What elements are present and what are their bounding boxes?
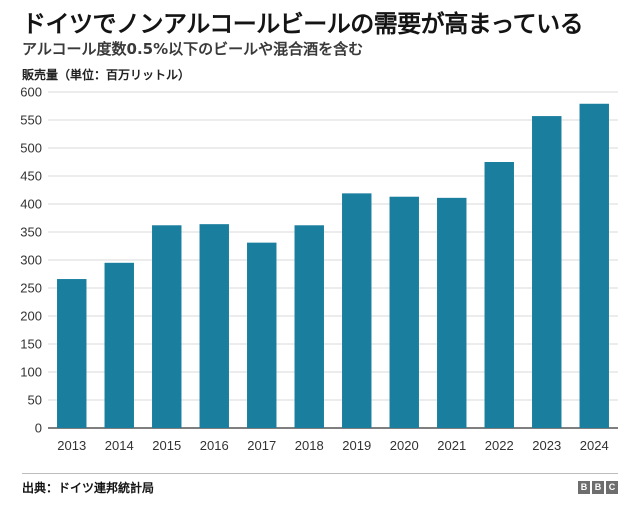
y-tick-label: 550 (20, 113, 42, 128)
x-tick-label: 2017 (247, 438, 276, 453)
x-tick-label: 2021 (437, 438, 466, 453)
bar-2013 (57, 279, 87, 428)
bar-2021 (437, 197, 467, 428)
bar-2015 (152, 225, 182, 428)
bar-layer (57, 103, 609, 428)
bar-2017 (247, 242, 277, 428)
x-tick-label: 2013 (57, 438, 86, 453)
y-tick-label: 500 (20, 141, 42, 156)
source-note: 出典：ドイツ連邦統計局 (22, 481, 155, 495)
bar-2016 (199, 224, 229, 428)
bar-2023 (532, 116, 562, 428)
footer-divider (22, 473, 618, 474)
x-tick-label: 2019 (342, 438, 371, 453)
y-tick-label: 300 (20, 253, 42, 268)
bar-2024 (579, 103, 609, 428)
x-tick-label: 2024 (580, 438, 609, 453)
x-tick-label: 2022 (485, 438, 514, 453)
x-tick-label: 2023 (532, 438, 561, 453)
x-tick-label: 2015 (152, 438, 181, 453)
bar-2022 (484, 162, 514, 428)
x-tick-label: 2014 (105, 438, 134, 453)
x-tick-label: 2018 (295, 438, 324, 453)
grid-layer (48, 91, 618, 429)
x-tick-label: 2016 (200, 438, 229, 453)
y-tick-label: 200 (20, 309, 42, 324)
y-tick-label: 600 (20, 85, 42, 100)
bbc-logo-block: C (606, 481, 618, 494)
y-tick-label: 400 (20, 197, 42, 212)
x-tick-labels: 2013 2014 2015 2016 2017 2018 2019 2020 2021 2022… (57, 438, 608, 453)
bbc-logo: B B C (578, 481, 618, 494)
y-tick-label: 150 (20, 337, 42, 352)
y-tick-label: 0 (35, 421, 42, 436)
chart-title: ドイツでノンアルコールビールの需要が高まっている (22, 10, 584, 38)
y-tick-label: 100 (20, 365, 42, 380)
y-axis-unit-label: 販売量（単位：百万リットル） (22, 68, 191, 82)
y-tick-label: 50 (28, 393, 42, 408)
y-tick-label: 450 (20, 169, 42, 184)
bar-2014 (104, 262, 134, 428)
y-tick-label: 350 (20, 225, 42, 240)
bar-2019 (342, 193, 372, 428)
chart-subtitle: アルコール度数0.5%以下のビールや混合酒を含む (22, 40, 364, 58)
bar-chart: 0 50 100 150 200 250 300 350 400 450 500 550 600 201… (20, 85, 618, 453)
bar-2018 (294, 225, 324, 428)
bbc-logo-block: B (592, 481, 604, 494)
y-tick-label: 250 (20, 281, 42, 296)
bbc-logo-block: B (578, 481, 590, 494)
y-tick-labels: 0 50 100 150 200 250 300 350 400 450 500 550 600 (20, 85, 42, 436)
x-tick-label: 2020 (390, 438, 419, 453)
bar-2020 (389, 196, 419, 428)
